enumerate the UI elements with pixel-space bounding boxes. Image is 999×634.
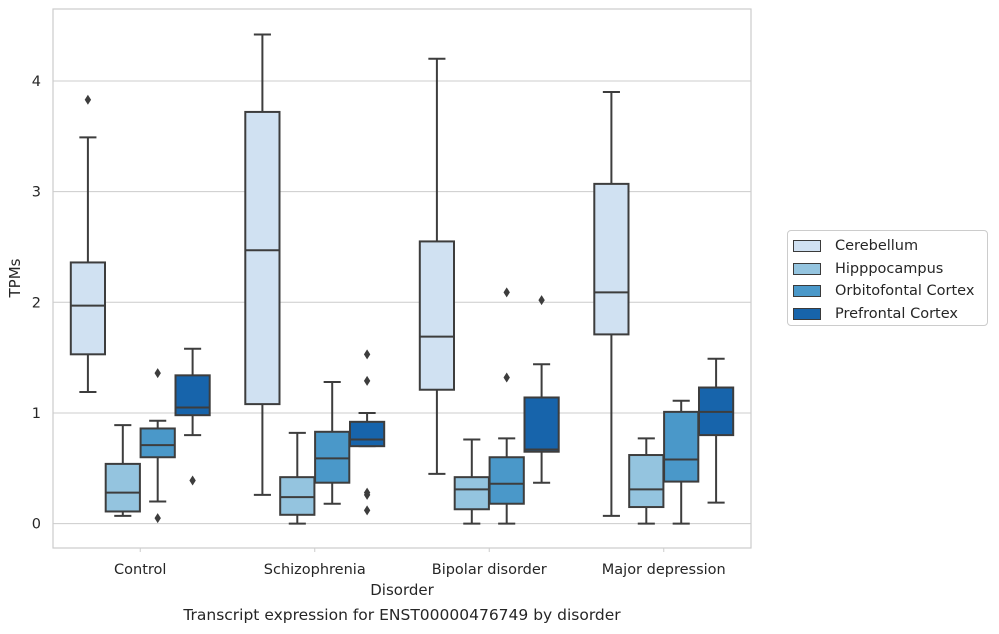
- box-rect: [174, 374, 211, 417]
- y-tick-labels: 0 1 2 3 4: [32, 74, 41, 533]
- box-0-1: [244, 33, 281, 496]
- legend-swatch: [793, 285, 821, 298]
- box-1-2: [453, 438, 490, 525]
- legend-swatch: [793, 307, 821, 320]
- box-0-3: [593, 91, 630, 517]
- y-axis-label: TPMs: [6, 258, 24, 298]
- outlier-point: [363, 505, 371, 516]
- outlier-point: [363, 375, 371, 386]
- legend-item-prefrontal: Prefrontal Cortex: [793, 303, 987, 326]
- box-3-3: [697, 357, 735, 504]
- x-tick-labels: Control Schizophrenia Bipolar disorder Majo…: [114, 548, 726, 578]
- box-rect: [244, 110, 281, 406]
- box-rect: [104, 462, 141, 513]
- legend-label: Prefrontal Cortex: [835, 305, 958, 322]
- box-rect: [663, 410, 700, 483]
- outlier-point: [154, 368, 161, 379]
- box-rect: [139, 427, 176, 459]
- outlier-point: [84, 94, 92, 105]
- legend-label: Hipppocampus: [835, 260, 944, 277]
- box-rect: [593, 182, 630, 336]
- box-0-2: [418, 57, 456, 475]
- legend-item-orbitofrontal: Orbitofontal Cortex: [793, 280, 987, 303]
- x-tick-label: Schizophrenia: [264, 562, 366, 578]
- outlier-point: [503, 372, 510, 383]
- boxes: [69, 33, 735, 525]
- box-2-0: [139, 368, 176, 524]
- box-rect: [453, 476, 490, 511]
- box-0-0: [69, 94, 107, 393]
- legend-label: Orbitofontal Cortex: [835, 283, 975, 300]
- legend-item-cerebellum: Cerebellum: [793, 235, 987, 258]
- box-3-1: [348, 349, 386, 516]
- box-rect: [348, 420, 386, 448]
- y-tick-label: 4: [32, 74, 41, 90]
- legend-swatch: [793, 240, 821, 253]
- grid-lines: [53, 80, 751, 525]
- box-3-2: [523, 295, 560, 484]
- plot-frame: [52, 8, 752, 549]
- box-rect: [523, 396, 560, 453]
- box-2-3: [663, 399, 700, 525]
- chart-title: Transcript expression for ENST0000047674…: [183, 606, 621, 624]
- outlier-point: [363, 349, 371, 360]
- legend-swatch: [793, 262, 821, 275]
- box-2-1: [314, 380, 351, 505]
- box-1-0: [104, 424, 141, 517]
- x-tick-label: Control: [114, 562, 166, 578]
- box-rect: [279, 476, 316, 516]
- outlier-point: [154, 513, 161, 524]
- y-tick-label: 1: [32, 406, 41, 422]
- outlier-point: [363, 487, 371, 498]
- box-rect: [488, 456, 525, 505]
- box-3-0: [174, 347, 211, 486]
- legend-item-hippocampus: Hipppocampus: [793, 258, 987, 281]
- box-rect: [418, 240, 456, 391]
- outlier-point: [503, 287, 510, 298]
- box-rect: [69, 261, 107, 356]
- y-tick-label: 3: [32, 185, 41, 201]
- x-tick-label: Bipolar disorder: [432, 562, 547, 578]
- x-tick-label: Major depression: [602, 562, 726, 578]
- box-1-1: [279, 431, 316, 525]
- outlier-point: [189, 475, 196, 486]
- box-1-3: [628, 437, 665, 525]
- box-rect: [314, 430, 351, 484]
- y-tick-label: 2: [32, 295, 41, 311]
- legend-label: Cerebellum: [835, 238, 919, 255]
- box-rect: [628, 454, 665, 509]
- legend: Cerebellum Hipppocampus Orbitofontal Cor…: [787, 230, 988, 326]
- box-2-2: [488, 287, 525, 525]
- x-axis-label: Disorder: [370, 581, 434, 599]
- y-tick-label: 0: [32, 517, 41, 533]
- outlier-point: [538, 295, 545, 306]
